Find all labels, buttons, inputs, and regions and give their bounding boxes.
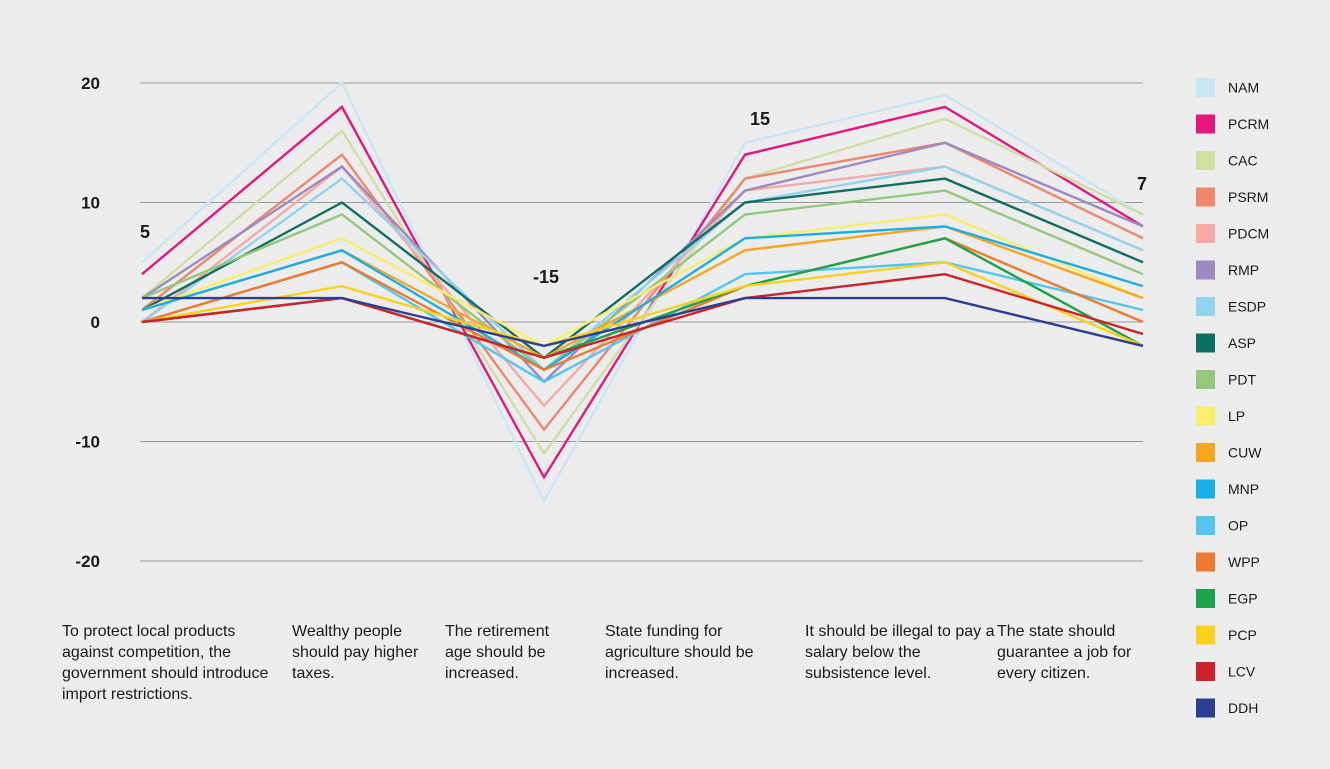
legend-label-ddh: DDH xyxy=(1228,700,1258,716)
legend-swatch-pdcm xyxy=(1196,224,1215,243)
y-tick-label: 0 xyxy=(91,313,100,332)
legend-label-pcp: PCP xyxy=(1228,627,1257,643)
series-layer xyxy=(141,81,1144,504)
legend-swatch-nam xyxy=(1196,78,1215,97)
legend-label-pcrm: PCRM xyxy=(1228,116,1269,132)
legend-swatch-rmp xyxy=(1196,260,1215,280)
category-label-5: It should be illegal to pay a salary bel… xyxy=(805,623,995,682)
legend-label-mnp: MNP xyxy=(1228,481,1259,497)
legend-label-cac: CAC xyxy=(1228,153,1258,169)
y-axis-ticks: 20 10 0 -10 -20 xyxy=(75,74,100,571)
category-label-2: Wealthy people should pay higher taxes. xyxy=(292,623,419,682)
legend-label-rmp: RMP xyxy=(1228,262,1259,278)
y-tick-label: 20 xyxy=(81,74,100,93)
legend-swatch-cuw xyxy=(1196,443,1215,462)
series-line-rmp xyxy=(141,141,1144,384)
category-label-4: State funding for agriculture should be … xyxy=(605,623,754,682)
legend-swatch-psrm xyxy=(1196,187,1215,207)
legend-swatch-esdp xyxy=(1196,297,1215,316)
peak-labels: 5 -15 15 7 xyxy=(140,109,1147,287)
series-line-ddh xyxy=(142,296,1144,348)
series-line-pcp xyxy=(141,261,1144,348)
legend: NAM PCRM CAC PSRM PDCM RMP ESDP ASP PDT LP CUW MNP O… xyxy=(1196,78,1269,718)
legend-label-pdt: PDT xyxy=(1228,372,1256,388)
legend-swatch-ddh xyxy=(1196,698,1215,718)
peak-label: -15 xyxy=(533,267,559,287)
legend-swatch-lp xyxy=(1196,406,1215,426)
legend-swatch-pcp xyxy=(1196,625,1215,645)
legend-swatch-lcv xyxy=(1196,662,1215,681)
legend-swatch-asp xyxy=(1196,333,1215,353)
legend-swatch-cac xyxy=(1196,151,1215,170)
legend-label-lp: LP xyxy=(1228,408,1245,424)
legend-label-asp: ASP xyxy=(1228,335,1256,351)
legend-label-esdp: ESDP xyxy=(1228,299,1266,315)
legend-label-wpp: WPP xyxy=(1228,554,1260,570)
legend-swatch-mnp xyxy=(1196,479,1215,499)
legend-label-op: OP xyxy=(1228,518,1248,534)
y-tick-label: 10 xyxy=(81,194,100,213)
category-label-3: The retirement age should be increased. xyxy=(445,623,550,682)
legend-swatch-egp xyxy=(1196,589,1215,608)
legend-label-egp: EGP xyxy=(1228,591,1258,607)
peak-label: 15 xyxy=(750,109,770,129)
category-label-6: The state should guarantee a job for eve… xyxy=(997,623,1132,682)
legend-label-nam: NAM xyxy=(1228,80,1259,96)
peak-label: 7 xyxy=(1137,174,1147,194)
legend-label-pdcm: PDCM xyxy=(1228,226,1269,242)
series-line-lcv xyxy=(141,272,1144,360)
legend-label-lcv: LCV xyxy=(1228,664,1256,680)
y-tick-label: -10 xyxy=(75,433,100,452)
series-line-cac xyxy=(141,117,1144,456)
series-line-esdp xyxy=(141,165,1144,372)
legend-label-cuw: CUW xyxy=(1228,445,1262,461)
y-tick-label: -20 xyxy=(75,552,100,571)
legend-swatch-pdt xyxy=(1196,370,1215,389)
legend-swatch-wpp xyxy=(1196,552,1215,572)
legend-swatch-op xyxy=(1196,516,1215,535)
series-line-lp xyxy=(141,213,1144,348)
category-label-1: To protect local products against compet… xyxy=(62,623,269,703)
legend-label-psrm: PSRM xyxy=(1228,189,1268,205)
series-line-asp xyxy=(141,177,1144,360)
peak-label: 5 xyxy=(140,222,150,242)
legend-swatch-pcrm xyxy=(1196,114,1215,134)
series-line-mnp xyxy=(141,225,1144,372)
